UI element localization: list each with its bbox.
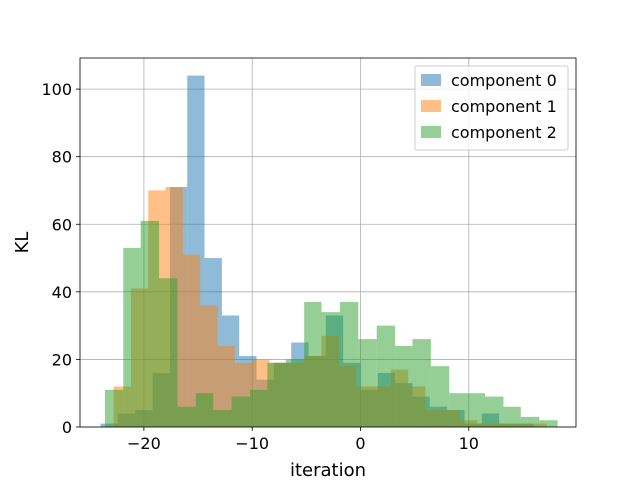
histogram-bar: [217, 345, 235, 427]
legend-box: [414, 65, 569, 151]
histogram-bar: [485, 396, 504, 427]
y-tick-label: 20: [52, 350, 72, 369]
y-tick-label: 0: [62, 418, 72, 437]
histogram-bar: [339, 301, 359, 427]
histogram-bar: [430, 366, 450, 427]
legend-swatch: [421, 74, 441, 86]
histogram-bar: [213, 410, 232, 427]
histogram-bar: [231, 396, 251, 427]
legend-label: component 2: [451, 123, 557, 142]
y-tick-label: 80: [52, 148, 72, 167]
histogram-bar: [395, 345, 413, 427]
plot-frame: [79, 57, 577, 428]
y-tick-label: 40: [52, 283, 72, 302]
histogram-bar: [539, 420, 558, 427]
histogram-bar: [358, 339, 377, 427]
legend-swatch: [421, 126, 441, 138]
histogram-bar: [159, 278, 178, 427]
histogram-bar: [285, 359, 305, 427]
histogram-bars: [100, 75, 558, 428]
y-tick-label: 100: [41, 80, 72, 99]
histogram-bar: [449, 393, 467, 427]
legend-label: component 0: [451, 71, 557, 90]
x-axis-title: iteration: [290, 460, 366, 480]
histogram-bar: [304, 301, 322, 427]
histogram-bar: [250, 389, 268, 427]
series-2-bars: [104, 220, 558, 427]
histogram-bar: [412, 339, 431, 427]
histogram-bar: [177, 406, 196, 427]
histogram-bar: [140, 220, 160, 427]
histogram-bar: [466, 393, 486, 427]
histogram-bar: [195, 393, 214, 427]
x-tick-label: −10: [235, 434, 269, 453]
y-axis-title: KL: [12, 232, 33, 254]
y-tick-label: 60: [52, 215, 72, 234]
histogram-bar: [520, 416, 540, 427]
legend: component 0 component 1 component 2: [414, 65, 569, 151]
legend-swatch: [421, 100, 441, 112]
legend-label: component 1: [451, 97, 557, 116]
x-tick-label: 0: [355, 434, 365, 453]
histogram-bar: [321, 312, 340, 427]
histogram-bar: [104, 389, 124, 427]
x-tick-label: −20: [127, 434, 161, 453]
histogram-bar: [503, 406, 521, 427]
histogram-bar: [376, 325, 396, 427]
x-tick-label: 10: [459, 434, 479, 453]
histogram-bar: [123, 247, 141, 427]
histogram-bar: [267, 362, 286, 427]
histogram-bar: [182, 254, 201, 427]
